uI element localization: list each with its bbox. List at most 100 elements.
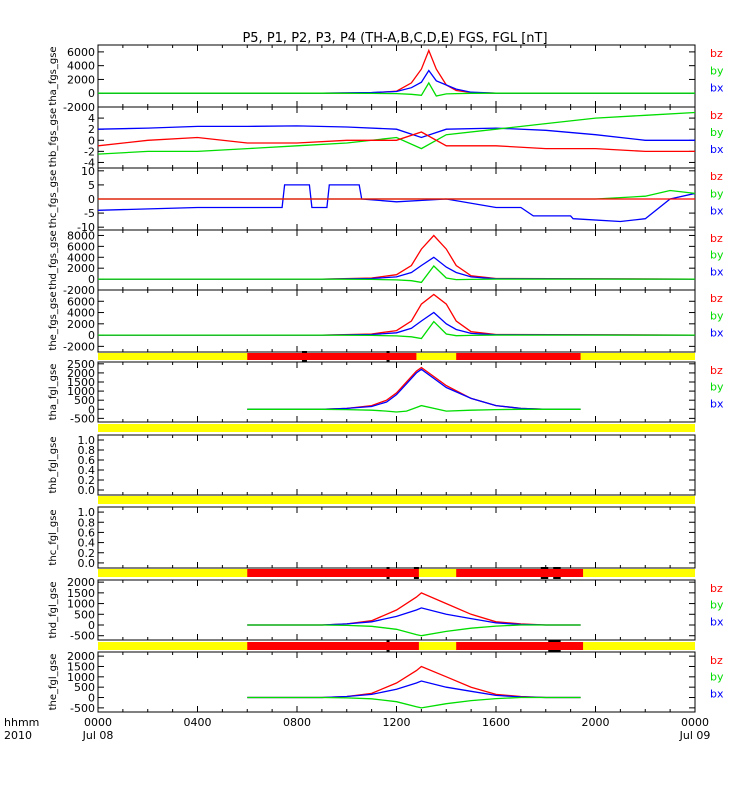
legend-by: by xyxy=(710,309,724,322)
mode-bar-black-mark xyxy=(548,640,561,642)
series-line-by xyxy=(98,111,695,155)
y-tick-label: 2000 xyxy=(67,73,95,86)
mode-bar-red-span xyxy=(456,642,584,650)
y-tick-label: -500 xyxy=(70,702,95,715)
mode-bar-black-mark xyxy=(540,567,549,569)
mode-bar-red-span xyxy=(456,569,584,577)
y-tick-label: 2000 xyxy=(67,262,95,275)
y-tick-label: 6000 xyxy=(67,295,95,308)
y-tick-label: 2000 xyxy=(67,576,95,589)
series-line-by xyxy=(247,696,581,709)
series-line-bz xyxy=(247,665,581,699)
mode-bar-black-mark xyxy=(553,567,561,569)
y-tick-label: 1000 xyxy=(67,385,95,398)
legend-bx: bx xyxy=(710,397,724,410)
series-line-bz xyxy=(98,234,695,280)
legend-bz: bz xyxy=(710,654,723,667)
y-tick-label: 2 xyxy=(88,123,95,136)
y-tick-label: 0.4 xyxy=(78,464,96,477)
series-line-bz xyxy=(98,131,695,153)
series-line-bx xyxy=(98,311,695,336)
y-tick-label: 0.6 xyxy=(78,454,96,467)
legend-bz: bz xyxy=(710,170,723,183)
time-tick-label: 0800 xyxy=(283,716,311,729)
time-tick-label: 1600 xyxy=(482,716,510,729)
time-tick-label: 1200 xyxy=(383,716,411,729)
mode-bar-4 xyxy=(98,567,695,579)
legend-by: by xyxy=(710,249,724,262)
panel-frame xyxy=(97,434,696,496)
y-tick-label: -2 xyxy=(84,145,95,158)
panel-frame xyxy=(97,651,696,713)
y-tick-label: -2000 xyxy=(63,340,95,353)
y-tick-label: 1500 xyxy=(67,660,95,673)
panel-8: 1.00.80.60.40.20.0 thc_fgl_gse xyxy=(48,506,696,570)
legend-bx: bx xyxy=(710,327,724,340)
mode-bar-2 xyxy=(98,424,695,432)
panel-frame xyxy=(97,44,696,108)
legend-bz: bz xyxy=(710,582,723,595)
y-axis-label: the_fgl_gse xyxy=(48,654,59,711)
y-axis-label: tha_fgl_gse xyxy=(48,364,59,421)
y-tick-label: 4000 xyxy=(67,251,95,264)
date-tick-label: Jul 09 xyxy=(679,729,711,742)
y-tick-label: -500 xyxy=(70,630,95,643)
y-tick-label: 1500 xyxy=(67,587,95,600)
y-tick-label: 2000 xyxy=(67,318,95,331)
y-tick-label: 6000 xyxy=(67,46,95,59)
y-tick-label: -500 xyxy=(70,412,95,425)
series-line-bz xyxy=(98,48,695,94)
y-tick-label: -10 xyxy=(77,221,95,234)
y-tick-label: 0 xyxy=(88,193,95,206)
y-tick-label: 500 xyxy=(74,681,95,694)
legend-bx: bx xyxy=(710,615,724,628)
mode-bar-black-mark xyxy=(301,351,307,353)
mode-bar-black-mark xyxy=(386,577,390,579)
mode-bar-black-mark xyxy=(386,351,390,353)
legend-by: by xyxy=(710,126,724,139)
mode-bar-black-mark xyxy=(540,577,549,579)
series-line-bz xyxy=(247,366,581,410)
axis-year-label: 2010 xyxy=(4,729,32,742)
mode-bar-red-span xyxy=(456,353,581,360)
mode-bar-black-mark xyxy=(413,567,419,569)
y-axis-label: tha_fgs_gse xyxy=(48,46,59,105)
series-line-by xyxy=(98,265,695,284)
y-axis-label: thb_fgl_gse xyxy=(48,437,59,494)
y-tick-label: 1000 xyxy=(67,598,95,611)
legend-bz: bz xyxy=(710,364,723,377)
legend-bz: bz xyxy=(710,292,723,305)
y-tick-label: 500 xyxy=(74,394,95,407)
series-line-bx xyxy=(98,256,695,280)
y-tick-label: 0.2 xyxy=(78,474,96,487)
y-tick-label: 0 xyxy=(88,87,95,100)
series-line-bx xyxy=(247,368,581,410)
series-line-bx xyxy=(247,607,581,626)
series-line-bx xyxy=(247,680,581,699)
y-tick-label: -2000 xyxy=(63,101,95,114)
mode-bar-black-mark xyxy=(386,640,390,642)
y-axis-label: thc_fgs_gse xyxy=(48,170,59,229)
y-axis-label: thb_fgs_gse xyxy=(48,108,59,167)
legend-bx: bx xyxy=(710,205,724,218)
time-tick-label: 0400 xyxy=(184,716,212,729)
series-line-by xyxy=(98,320,695,340)
y-tick-label: 10 xyxy=(81,165,95,178)
y-tick-label: 0.4 xyxy=(78,537,96,550)
y-tick-label: 0 xyxy=(88,403,95,416)
y-tick-label: 0.0 xyxy=(78,484,96,497)
y-tick-label: 2500 xyxy=(67,358,95,371)
mode-bar-black-mark xyxy=(386,650,390,652)
series-line-by xyxy=(247,404,581,413)
panel-frame xyxy=(97,289,696,353)
panel-frame xyxy=(97,229,696,291)
mode-bar-background xyxy=(98,496,695,504)
